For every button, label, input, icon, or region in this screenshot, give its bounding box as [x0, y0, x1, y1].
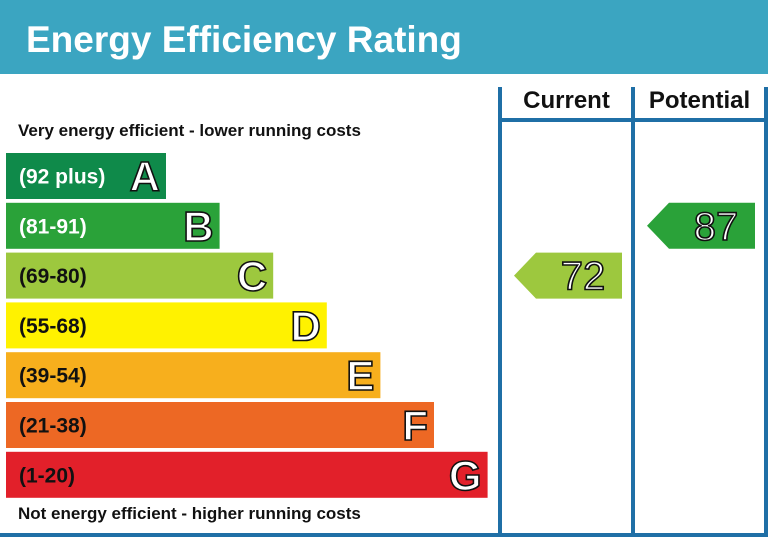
- band-f-letter: F: [402, 402, 428, 449]
- band-a-bar: [6, 153, 166, 199]
- potential-rating-arrow: [647, 202, 755, 249]
- band-b-letter: B: [183, 203, 213, 250]
- bottom-note: Not energy efficient - higher running co…: [18, 504, 361, 523]
- potential-column-header: Potential: [648, 87, 751, 114]
- band-g-letter: G: [449, 452, 482, 499]
- band-f-bar: [6, 402, 434, 448]
- potential-rating-value: 87: [694, 205, 739, 249]
- title-bar: Energy Efficiency Rating: [0, 0, 768, 74]
- band-e-letter: E: [346, 352, 374, 399]
- current-rating-arrow: [514, 252, 622, 299]
- band-f-range: (21-38): [19, 415, 87, 438]
- band-g-range: (1-20): [19, 464, 75, 487]
- band-d-range: (55-68): [19, 315, 87, 338]
- band-d-bar: [6, 302, 327, 349]
- chart-bottom-border: [0, 533, 768, 537]
- current-rating-value: 72: [561, 255, 606, 299]
- current-column-left-border: [498, 87, 502, 536]
- band-g-bar: [6, 451, 488, 498]
- band-c-letter: C: [237, 253, 267, 300]
- band-a-range: (92 plus): [19, 166, 105, 189]
- top-note: Very energy efficient - lower running co…: [18, 121, 361, 140]
- column-header-divider: [498, 118, 768, 122]
- band-b-bar: [6, 202, 220, 249]
- band-b-range: (81-91): [19, 215, 87, 238]
- band-d-letter: D: [290, 302, 320, 349]
- potential-column-right-border: [764, 87, 768, 536]
- band-e-bar: [6, 352, 381, 399]
- current-column-right-border: [631, 87, 635, 536]
- page-title: Energy Efficiency Rating: [26, 19, 462, 60]
- band-a-letter: A: [130, 153, 160, 200]
- band-e-range: (39-54): [19, 365, 87, 388]
- band-c-range: (69-80): [19, 265, 87, 288]
- current-column-header: Current: [523, 87, 610, 114]
- band-c-bar: [6, 252, 274, 299]
